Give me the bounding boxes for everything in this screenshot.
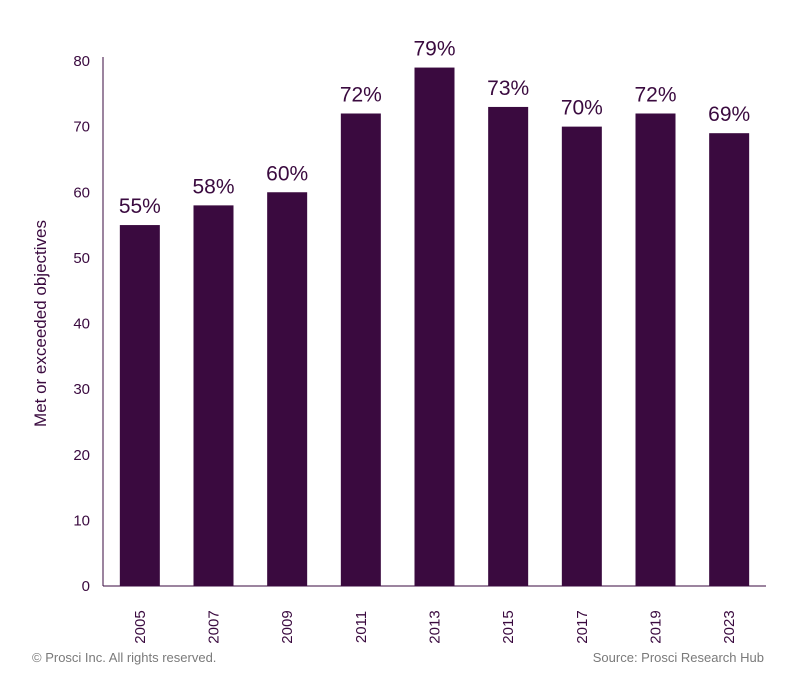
copyright-notice: © Prosci Inc. All rights reserved.: [32, 650, 217, 665]
bar-2007: [193, 205, 234, 586]
x-tick-label-2013: 2013: [427, 610, 444, 643]
data-label-2009: 60%: [266, 162, 308, 185]
data-label-2015: 73%: [487, 77, 529, 100]
y-tick-label-10: 10: [73, 512, 90, 529]
bars-group: [119, 67, 750, 586]
data-label-2023: 69%: [708, 103, 750, 126]
x-tick-label-2017: 2017: [574, 610, 591, 643]
data-label-2017: 70%: [561, 97, 603, 120]
x-tick-label-2007: 2007: [206, 610, 223, 643]
x-tick-label-2011: 2011: [353, 611, 370, 643]
bar-2015: [488, 106, 529, 586]
y-tick-label-30: 30: [73, 381, 90, 398]
data-labels-group: 55% 58% 60% 72% 79% 73% 70% 72% 69%: [119, 38, 750, 219]
y-tick-label-60: 60: [73, 184, 90, 201]
x-tick-label-2005: 2005: [132, 610, 149, 643]
bar-2023: [709, 133, 750, 586]
y-tick-label-20: 20: [73, 447, 90, 464]
bar-2013: [414, 67, 455, 586]
bar-2009: [267, 192, 308, 586]
data-label-2019: 72%: [634, 84, 676, 107]
y-tick-label-80: 80: [73, 53, 90, 70]
x-tick-label-2023: 2023: [721, 610, 738, 643]
bar-2011: [340, 113, 381, 586]
source-note: Source: Prosci Research Hub: [592, 650, 764, 665]
x-tick-label-2019: 2019: [648, 610, 665, 643]
y-tick-label-40: 40: [73, 316, 90, 333]
data-label-2013: 79%: [413, 38, 455, 61]
y-tick-label-0: 0: [82, 578, 90, 595]
data-label-2007: 58%: [192, 175, 234, 198]
y-axis-title: Met or exceeded objectives: [31, 220, 50, 427]
bar-2017: [561, 126, 602, 586]
bar-2005: [119, 225, 160, 586]
data-label-2005: 55%: [119, 195, 161, 218]
x-tick-label-2009: 2009: [279, 610, 296, 643]
data-label-2011: 72%: [340, 84, 382, 107]
x-tick-label-2015: 2015: [500, 610, 517, 643]
y-axis-ticks: 0 10 20 30 40 50 60 70 80: [73, 53, 90, 595]
bar-2019: [635, 113, 676, 586]
x-axis-ticks: 2005 2007 2009 2011 2013 2015 2017 2019 2023: [132, 610, 738, 643]
y-tick-label-50: 50: [73, 250, 90, 267]
y-tick-label-70: 70: [73, 119, 90, 136]
